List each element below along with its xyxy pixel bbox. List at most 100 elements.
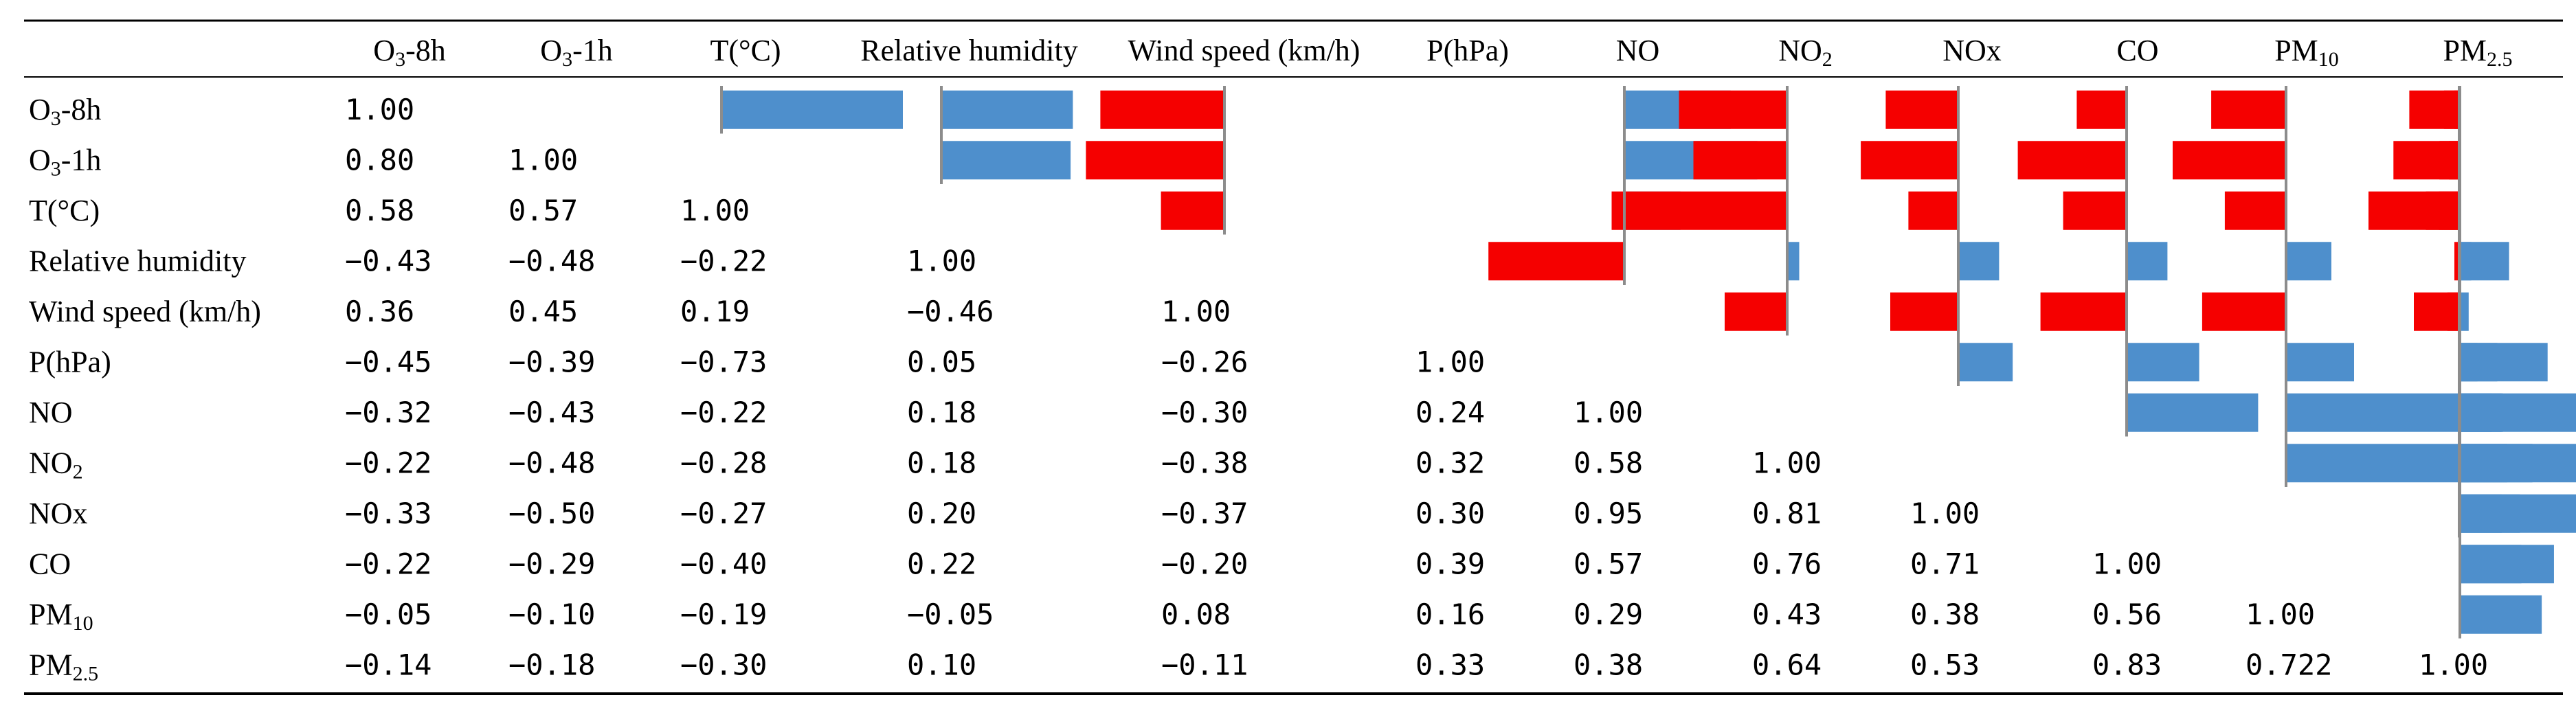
bar-r3-c6 — [1611, 191, 1787, 230]
cell-value-r8-c6: 0.32 — [1415, 446, 1485, 479]
bar-r4-c8 — [2127, 242, 2168, 281]
cell-value-r9-c2: −0.50 — [508, 497, 595, 530]
cell-value-r8-c2: −0.48 — [508, 446, 595, 479]
cell-value-r4-c2: −0.48 — [508, 244, 595, 277]
cell-value-r5-c5: 1.00 — [1161, 295, 1231, 328]
column-header-9: NOx — [1942, 34, 2002, 67]
bar-r10-c12 — [2460, 545, 2554, 584]
cell-value-r11-c8: 0.43 — [1752, 598, 1822, 631]
column-header-10: CO — [2116, 34, 2158, 67]
cell-value-r11-c11: 1.00 — [2245, 598, 2315, 631]
row-label-10: CO — [29, 547, 71, 580]
cell-value-r12-c4: 0.10 — [907, 648, 976, 681]
cell-value-r4-c4: 1.00 — [907, 244, 976, 277]
bar-r3-c7 — [1908, 191, 1958, 230]
bar-r9-c12 — [2460, 494, 2520, 533]
bar-r5-c11 — [2460, 292, 2469, 331]
cell-value-r7-c1: −0.32 — [345, 396, 432, 429]
bar-r1-c3 — [941, 90, 1073, 129]
cell-value-r2-c2: 1.00 — [508, 143, 578, 177]
cell-value-r12-c11: 0.722 — [2245, 648, 2332, 681]
bar-r2-c6 — [1693, 141, 1787, 180]
cell-value-r7-c5: −0.30 — [1161, 396, 1248, 429]
cell-value-r11-c2: −0.10 — [508, 598, 595, 631]
cell-value-r9-c4: 0.20 — [907, 497, 976, 530]
cell-value-r11-c6: 0.16 — [1415, 598, 1485, 631]
bar-r3-c8 — [2063, 191, 2127, 230]
cell-value-r9-c1: −0.33 — [345, 497, 432, 530]
cell-value-r7-c7: 1.00 — [1573, 396, 1643, 429]
cell-value-r10-c5: −0.20 — [1161, 547, 1248, 580]
row-label-11: PM10 — [29, 598, 93, 635]
cell-value-r9-c3: −0.27 — [680, 497, 767, 530]
cell-value-r12-c10: 0.83 — [2092, 648, 2162, 681]
bar-r1-c2 — [721, 90, 903, 129]
cell-value-r5-c1: 0.36 — [345, 295, 414, 328]
cell-value-r8-c7: 0.58 — [1573, 446, 1643, 479]
cell-value-r10-c3: −0.40 — [680, 547, 767, 580]
bar-r2-c8 — [2017, 141, 2127, 180]
column-header-6: P(hPa) — [1426, 34, 1509, 67]
bar-r5-c12 — [2447, 292, 2460, 331]
cell-value-r6-c3: −0.73 — [680, 345, 767, 378]
cell-value-r12-c9: 0.53 — [1910, 648, 1980, 681]
bar-r7-c12 — [2460, 393, 2503, 432]
cell-value-r11-c1: −0.05 — [345, 598, 432, 631]
cell-value-r8-c3: −0.28 — [680, 446, 767, 479]
cell-value-r7-c2: −0.43 — [508, 396, 595, 429]
bar-r5-c7 — [1890, 292, 1958, 331]
cell-value-r11-c4: −0.05 — [907, 598, 994, 631]
cell-value-r10-c1: −0.22 — [345, 547, 432, 580]
bar-r5-c9 — [2202, 292, 2286, 331]
bar-r6-c9 — [2286, 343, 2354, 382]
row-label-4: Relative humidity — [29, 244, 247, 277]
bar-r6-c12 — [2460, 343, 2498, 382]
cell-value-r12-c5: −0.11 — [1161, 648, 1248, 681]
cell-value-r8-c1: −0.22 — [345, 446, 432, 479]
column-header-5: Wind speed (km/h) — [1128, 34, 1360, 67]
cell-value-r9-c8: 0.81 — [1752, 497, 1822, 530]
cell-value-r9-c7: 0.95 — [1573, 497, 1643, 530]
cell-value-r12-c6: 0.33 — [1415, 648, 1485, 681]
column-header-12: PM2.5 — [2443, 34, 2512, 71]
bar-r1-c7 — [1885, 90, 1958, 129]
cell-value-r12-c12: 1.00 — [2419, 648, 2488, 681]
bar-r8-c12 — [2460, 444, 2533, 483]
cell-value-r12-c3: −0.30 — [680, 648, 767, 681]
cell-value-r10-c6: 0.39 — [1415, 547, 1485, 580]
cell-value-r6-c4: 0.05 — [907, 345, 976, 378]
cell-value-r11-c7: 0.29 — [1573, 598, 1643, 631]
cell-value-r3-c2: 0.57 — [508, 194, 578, 227]
bar-r2-c12 — [2439, 141, 2460, 180]
row-label-1: O3-8h — [29, 93, 101, 130]
bar-r3-c12 — [2426, 191, 2460, 230]
cell-value-r11-c9: 0.38 — [1910, 598, 1980, 631]
column-header-2: O3-1h — [540, 34, 612, 71]
bar-r11-c12 — [2460, 595, 2542, 634]
bar-r1-c12 — [2443, 90, 2460, 129]
bar-r4-c12 — [2460, 242, 2472, 281]
bar-r2-c9 — [2173, 141, 2286, 180]
row-label-7: NO — [29, 396, 73, 429]
column-header-11: PM10 — [2274, 34, 2339, 71]
cell-value-r3-c1: 0.58 — [345, 194, 414, 227]
bar-r1-c8 — [2076, 90, 2127, 129]
cell-value-r6-c1: −0.45 — [345, 345, 432, 378]
bar-r6-c8 — [2127, 343, 2199, 382]
cell-value-r7-c3: −0.22 — [680, 396, 767, 429]
bar-r6-c7 — [1958, 343, 2013, 382]
cell-value-r5-c2: 0.45 — [508, 295, 578, 328]
cell-value-r8-c5: −0.38 — [1161, 446, 1248, 479]
cell-value-r11-c5: 0.08 — [1161, 598, 1231, 631]
cell-value-r12-c7: 0.38 — [1573, 648, 1643, 681]
row-label-9: NOx — [29, 497, 88, 530]
cell-value-r9-c9: 1.00 — [1910, 497, 1980, 530]
bar-r2-c3 — [941, 141, 1071, 180]
bar-r4-c6 — [1787, 242, 1800, 281]
column-header-8: NO2 — [1778, 34, 1833, 71]
cell-value-r10-c4: 0.22 — [907, 547, 976, 580]
cell-value-r12-c1: −0.14 — [345, 648, 432, 681]
row-label-3: T(°C) — [29, 194, 100, 227]
cell-value-r4-c1: −0.43 — [345, 244, 432, 277]
